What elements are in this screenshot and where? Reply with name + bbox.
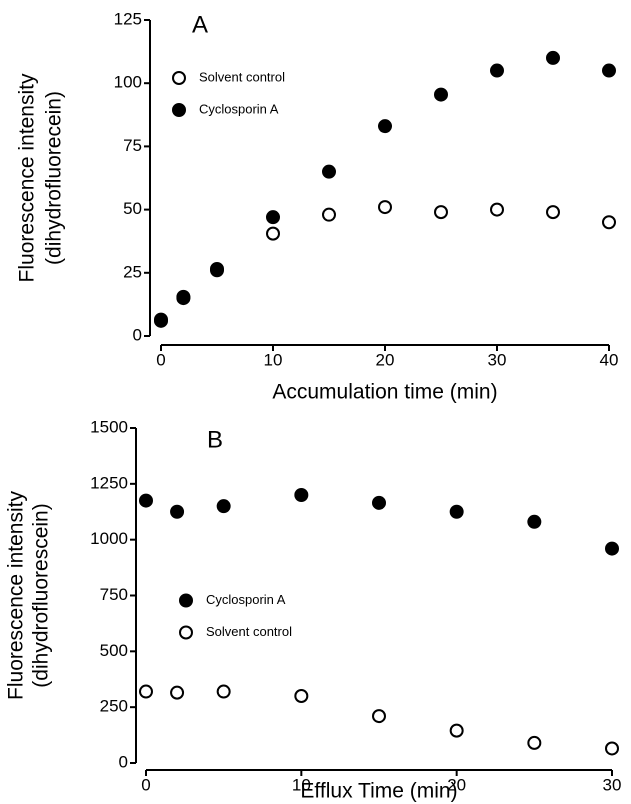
data-point xyxy=(434,87,448,102)
data-point xyxy=(527,735,542,750)
y-tick-label: 50 xyxy=(123,199,142,218)
legend-marker xyxy=(179,625,193,640)
data-point xyxy=(605,741,619,756)
legend-marker xyxy=(172,71,186,85)
y-axis-title: Fluorescence intensity xyxy=(16,73,39,282)
y-tick-label: 500 xyxy=(100,641,128,660)
data-point xyxy=(322,164,336,179)
y-axis-title: Fluorescence intensity xyxy=(5,491,28,700)
data-point xyxy=(546,50,560,65)
legend-label: Solvent control xyxy=(206,624,292,639)
y-tick-label: 125 xyxy=(114,9,142,28)
legend-label: Solvent control xyxy=(199,69,285,84)
data-point xyxy=(378,200,392,215)
data-point xyxy=(210,262,224,277)
data-point xyxy=(176,289,191,304)
data-point xyxy=(294,689,309,703)
data-point xyxy=(372,709,386,724)
y-tick-label: 0 xyxy=(133,325,142,344)
x-tick-label: 10 xyxy=(292,775,311,794)
x-tick-label: 0 xyxy=(141,775,150,794)
x-axis-title: Accumulation time (min) xyxy=(272,381,497,404)
data-point xyxy=(266,226,280,241)
legend-label: Cyclosporin A xyxy=(199,101,279,116)
data-point xyxy=(449,723,464,738)
data-point xyxy=(546,205,560,220)
x-tick-label: 40 xyxy=(600,350,619,369)
x-axis-title: Efflux Time (min) xyxy=(300,780,457,803)
data-point xyxy=(170,504,185,519)
data-point xyxy=(154,312,168,327)
y-axis-title: (dihydrofluorecein) xyxy=(43,91,66,265)
y-tick-label: 1500 xyxy=(90,417,128,436)
data-point xyxy=(602,215,616,230)
data-point xyxy=(216,684,231,699)
legend-label: Cyclosporin A xyxy=(206,592,286,607)
y-tick-label: 1000 xyxy=(90,529,128,548)
data-point xyxy=(170,685,185,700)
data-point xyxy=(139,684,153,699)
data-point xyxy=(434,205,448,220)
data-point xyxy=(139,493,153,508)
data-point xyxy=(602,63,616,78)
data-point xyxy=(266,210,280,225)
legend-marker xyxy=(179,593,193,608)
legend-marker xyxy=(172,103,186,117)
x-tick-label: 20 xyxy=(447,775,466,794)
x-tick-label: 10 xyxy=(264,350,283,369)
panel-label: B xyxy=(207,426,223,453)
data-point xyxy=(605,541,619,556)
x-tick-label: 30 xyxy=(603,775,622,794)
x-tick-label: 20 xyxy=(376,350,395,369)
data-point xyxy=(378,119,392,134)
y-tick-label: 100 xyxy=(114,73,142,92)
y-tick-label: 25 xyxy=(123,262,142,281)
y-tick-label: 750 xyxy=(100,585,128,604)
panel-label: A xyxy=(192,11,208,38)
data-point xyxy=(490,63,504,78)
data-point xyxy=(449,504,464,519)
data-point xyxy=(372,495,386,510)
data-point xyxy=(294,488,309,502)
y-tick-label: 250 xyxy=(100,697,128,716)
data-point xyxy=(490,202,504,217)
data-point xyxy=(322,207,336,222)
data-point xyxy=(527,514,542,529)
x-tick-label: 0 xyxy=(156,350,165,369)
y-tick-label: 1250 xyxy=(90,473,128,492)
y-tick-label: 75 xyxy=(123,136,142,155)
y-axis-title: (dihydrofluorescein) xyxy=(30,503,53,687)
y-tick-label: 0 xyxy=(119,752,128,771)
x-tick-label: 30 xyxy=(488,350,507,369)
data-point xyxy=(216,499,231,514)
